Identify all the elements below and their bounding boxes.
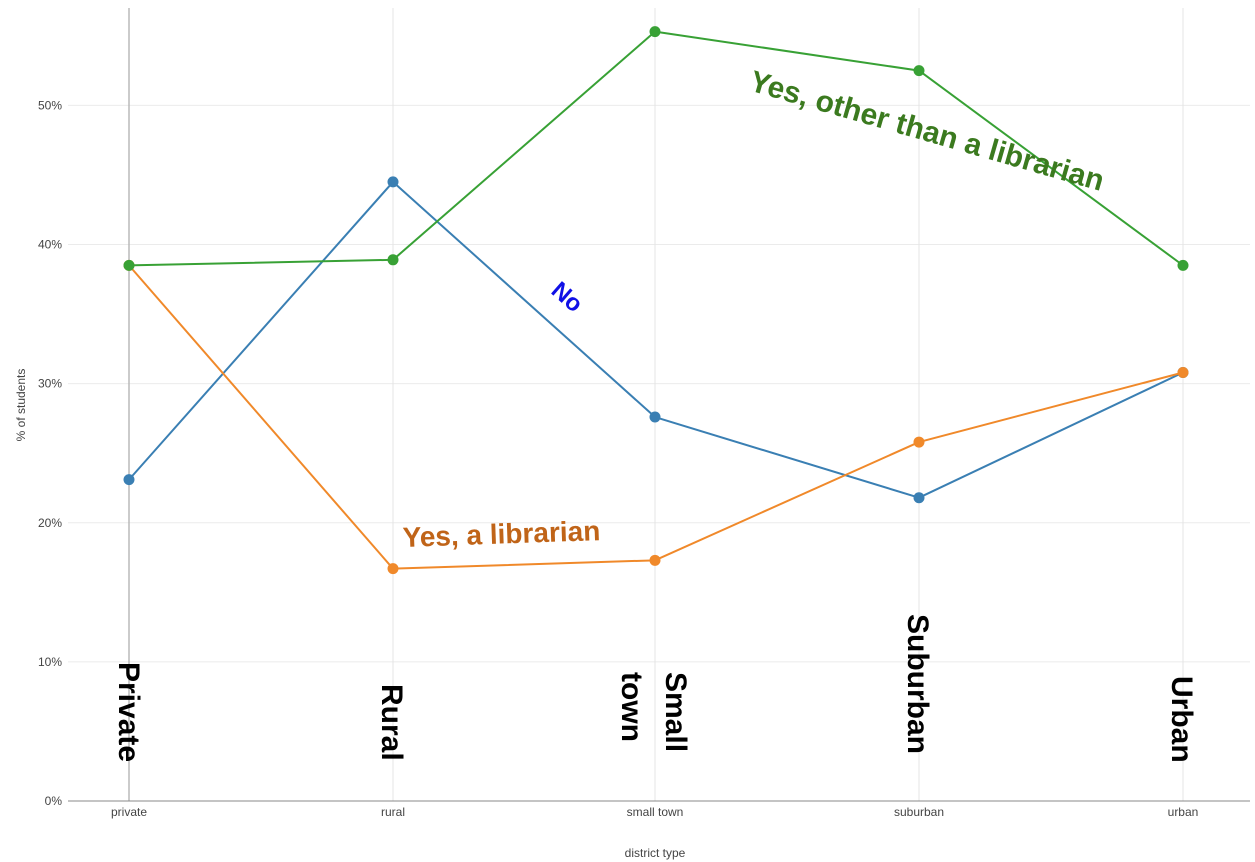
category-annotation: Small	[659, 672, 692, 752]
data-point	[123, 474, 135, 486]
y-tick-label: 50%	[38, 98, 62, 112]
gridlines	[68, 8, 1250, 801]
y-axis-title: % of students	[14, 369, 28, 442]
data-point	[1177, 367, 1189, 379]
y-tick-label: 40%	[38, 238, 62, 252]
data-point	[649, 411, 661, 423]
data-point	[649, 26, 661, 38]
category-annotation: Rural	[375, 684, 408, 761]
axes: 0% 10% 20% 30% 40% 50% private rural small town s…	[14, 98, 1250, 860]
data-point	[1177, 259, 1189, 271]
category-annotation: Private	[112, 662, 145, 762]
x-tick-label: urban	[1168, 805, 1199, 819]
x-tick-label: suburban	[894, 805, 944, 819]
y-tick-label: 30%	[38, 377, 62, 391]
x-axis-title: district type	[625, 846, 686, 860]
data-point	[123, 259, 135, 271]
data-point	[387, 176, 399, 188]
data-point	[387, 254, 399, 266]
series-labels: No Yes, a librarian Yes, other than a libr…	[402, 65, 1108, 553]
x-tick-label: private	[111, 805, 147, 819]
category-annotations: Private Rural Small town Suburban Urban	[112, 614, 1198, 763]
series-lines	[123, 26, 1189, 575]
y-tick-label: 20%	[38, 516, 62, 530]
y-tick-label: 10%	[38, 655, 62, 669]
series-line	[128, 180, 1184, 499]
data-point	[913, 436, 925, 448]
data-point	[649, 554, 661, 566]
x-tick-label: small town	[627, 805, 684, 819]
category-annotation: Urban	[1165, 676, 1198, 763]
series-label: Yes, other than a librarian	[746, 65, 1108, 198]
data-point	[387, 563, 399, 575]
category-annotation: Suburban	[901, 614, 934, 754]
category-annotation: town	[615, 672, 648, 742]
series-label: Yes, a librarian	[402, 515, 601, 553]
y-tick-label: 0%	[45, 794, 63, 808]
x-tick-label: rural	[381, 805, 405, 819]
data-point	[913, 65, 925, 77]
series-label: No	[546, 277, 588, 318]
data-point	[913, 492, 925, 504]
